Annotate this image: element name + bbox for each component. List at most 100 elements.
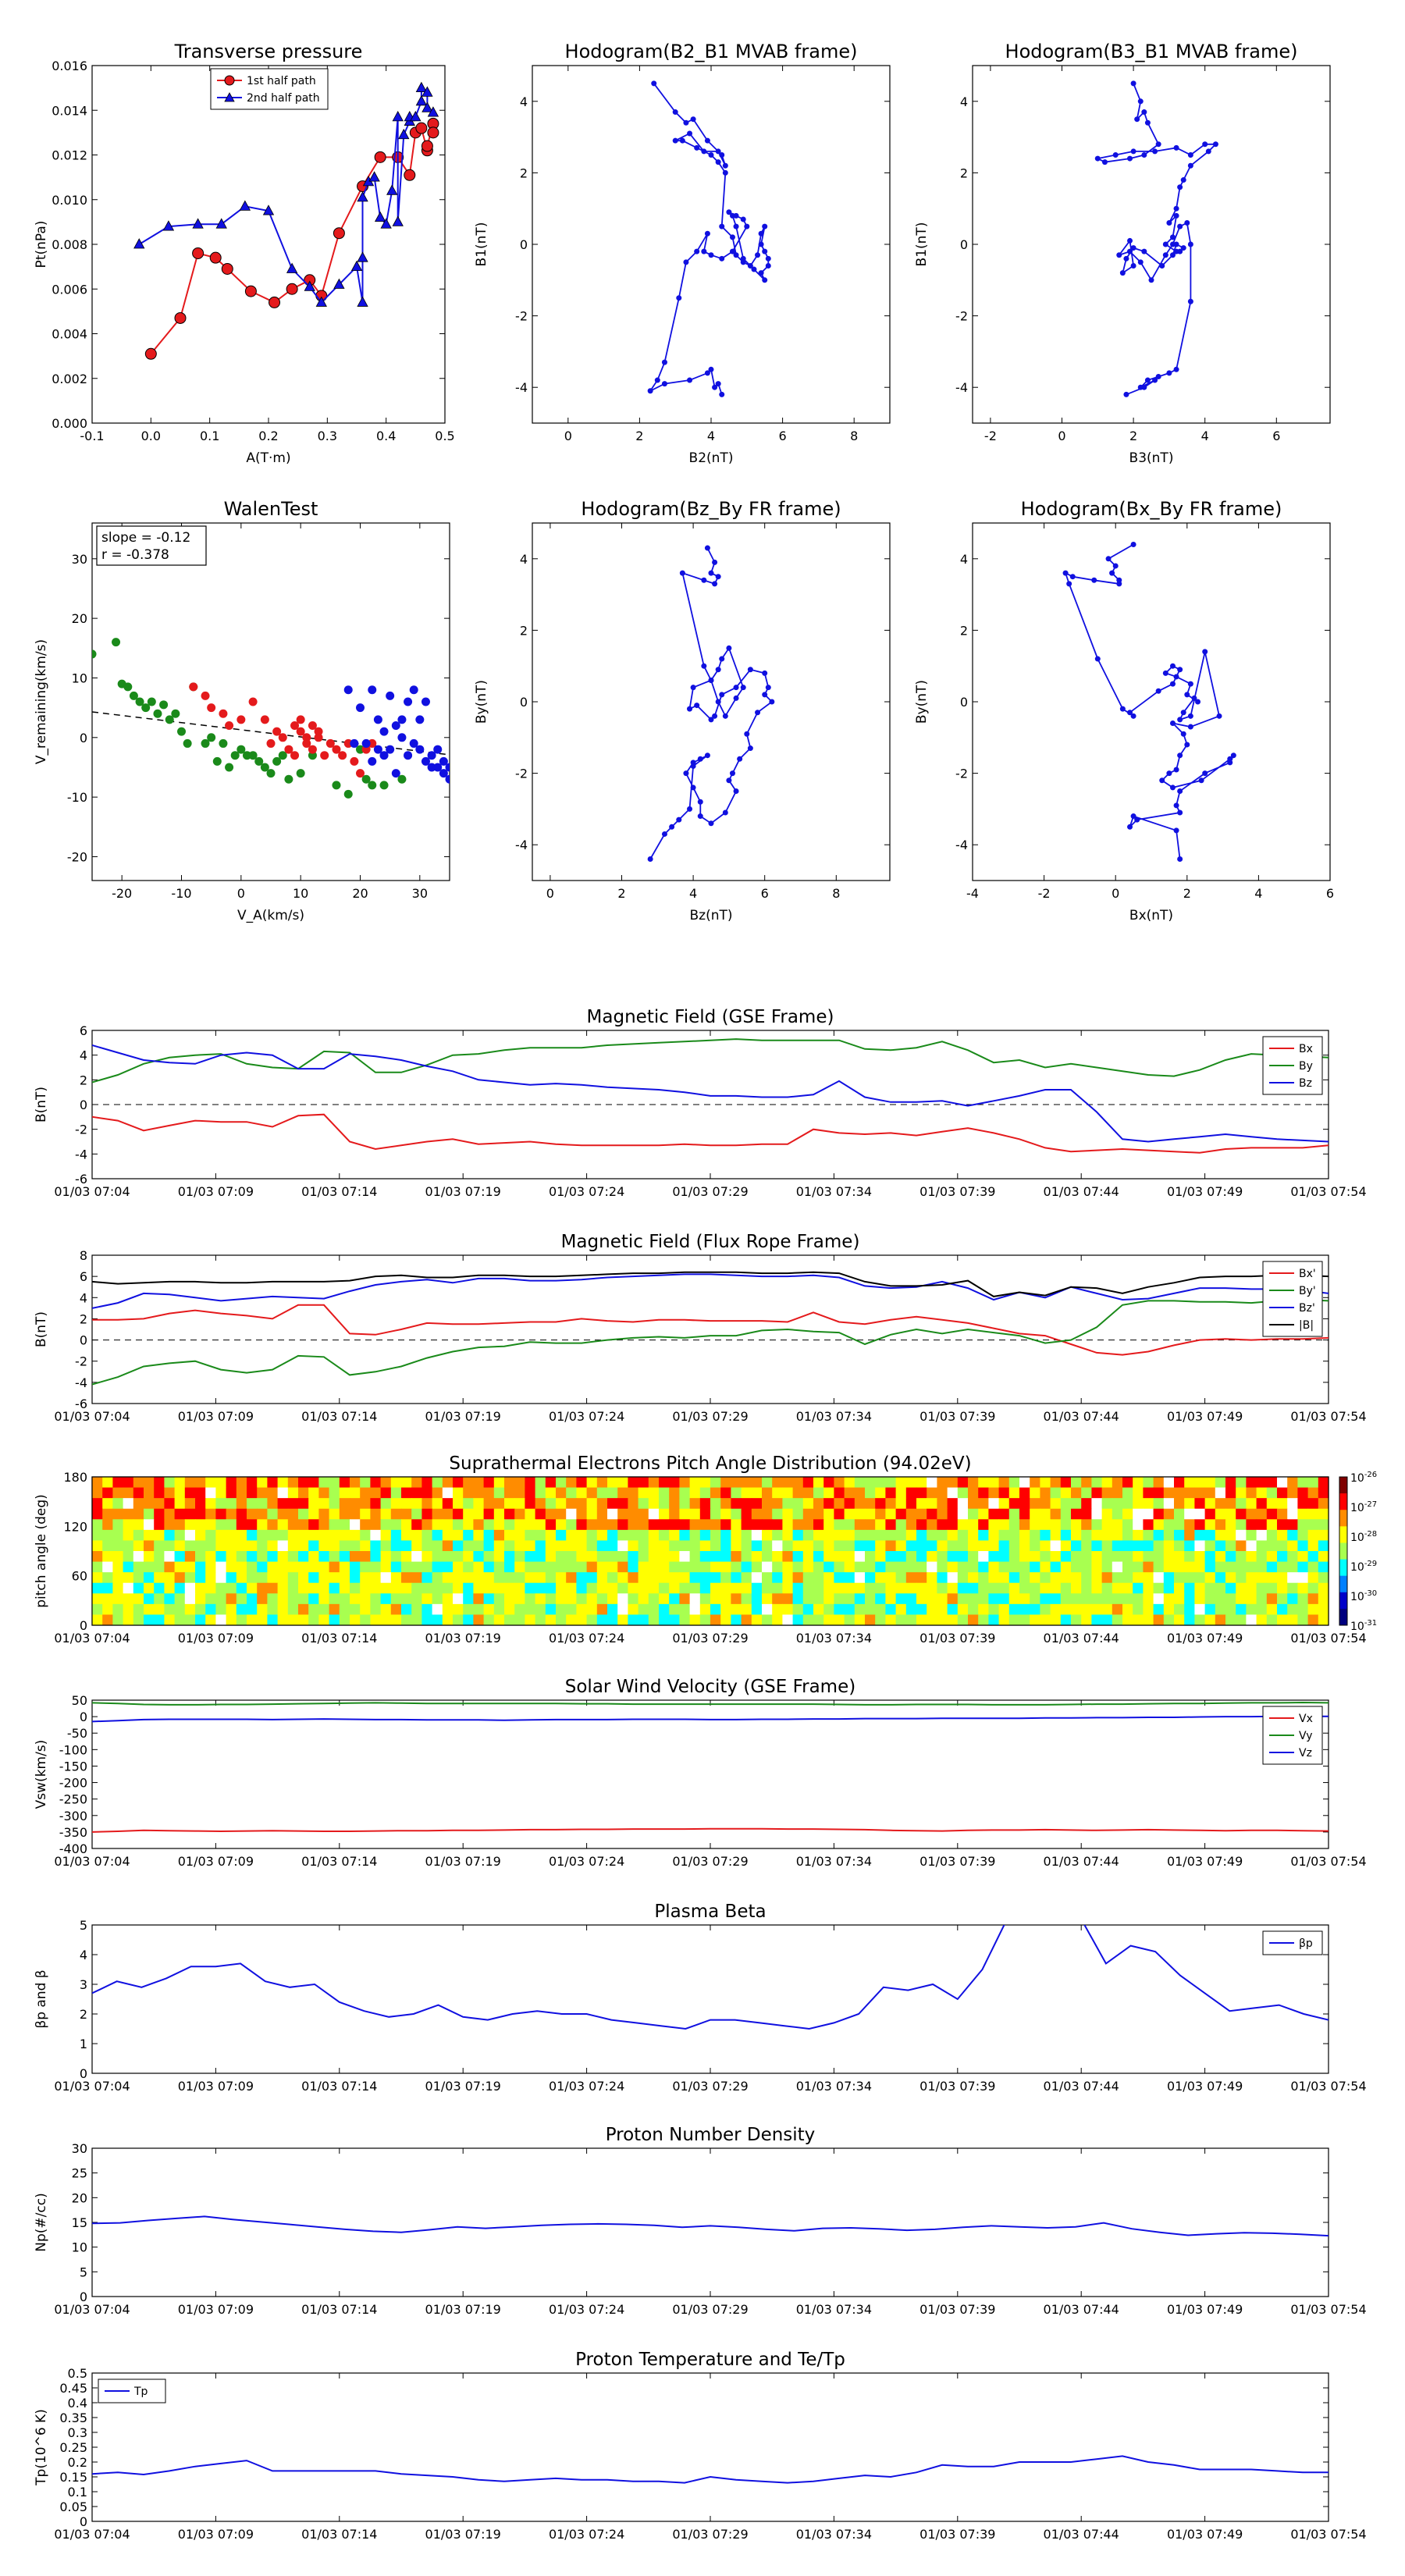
pad-cell (689, 1519, 701, 1531)
pad-cell (731, 1572, 742, 1584)
pad-cell (998, 1540, 1010, 1552)
pad-cell (1194, 1477, 1206, 1489)
pad-cell (525, 1477, 536, 1489)
pad-cell (751, 1603, 763, 1615)
pad-cell (154, 1477, 165, 1489)
pad-cell (731, 1540, 742, 1552)
series-line (92, 1827, 1329, 1833)
pad-cell (669, 1551, 680, 1563)
pad-cell (875, 1582, 886, 1594)
pad-cell (390, 1487, 402, 1499)
data-point (733, 223, 739, 229)
pad-cell (586, 1593, 598, 1605)
pad-cell (298, 1561, 309, 1573)
series-line (92, 1715, 1329, 1723)
scatter-point (302, 733, 311, 742)
pad-cell (720, 1593, 731, 1605)
pad-cell (1318, 1593, 1329, 1605)
pad-cell (442, 1487, 454, 1499)
pad-cell (669, 1593, 680, 1605)
pad-cell (988, 1540, 1000, 1552)
data-point (740, 216, 746, 222)
data-point (1155, 373, 1161, 379)
pad-cell (1060, 1540, 1072, 1552)
data-point (1062, 570, 1069, 576)
series-line (92, 1271, 1329, 1297)
pad-cell (823, 1487, 834, 1499)
pad-cell (762, 1487, 773, 1499)
pad-cell (1008, 1593, 1020, 1605)
data-point (1187, 241, 1193, 247)
pad-cell (1143, 1508, 1154, 1520)
pad-cell (607, 1572, 618, 1584)
pad-cell (566, 1582, 577, 1594)
pad-cell (751, 1551, 763, 1563)
pad-cell (257, 1603, 268, 1615)
x-tick-label: 01/03 07:54 (1290, 2079, 1366, 2094)
pad-cell (916, 1508, 927, 1520)
pad-cell (112, 1561, 124, 1573)
pad-cell (370, 1498, 382, 1510)
pad-cell (813, 1487, 824, 1499)
pad-cell (493, 1582, 505, 1594)
pad-cell (247, 1487, 258, 1499)
pad-cell (556, 1508, 567, 1520)
pad-cell (483, 1508, 495, 1520)
pad-cell (102, 1498, 113, 1510)
pad-cell (298, 1551, 309, 1563)
pad-cell (1133, 1582, 1144, 1594)
pad-cell (1215, 1529, 1226, 1541)
pad-cell (1101, 1572, 1113, 1584)
pad-cell (1050, 1540, 1062, 1552)
colorbar-tick-exponent: -30 (1364, 1589, 1377, 1598)
pad-cell (1050, 1529, 1062, 1541)
pad-cell (360, 1614, 371, 1625)
pad-cell (174, 1487, 186, 1499)
x-tick-label: 01/03 07:24 (549, 2079, 624, 2094)
pad-cell (184, 1487, 196, 1499)
pad-cell (710, 1477, 721, 1489)
pad-cell (720, 1477, 731, 1489)
scatter-point (207, 733, 216, 742)
x-tick-label: 01/03 07:49 (1167, 2527, 1243, 2542)
data-point (1180, 177, 1186, 183)
pad-cell (164, 1582, 176, 1594)
pad-cell (710, 1519, 721, 1531)
pad-cell (226, 1508, 237, 1520)
pad-cell (277, 1540, 289, 1552)
pad-cell (545, 1561, 557, 1573)
pad-cell (236, 1593, 247, 1605)
pad-cell (1122, 1593, 1133, 1605)
pad-cell (689, 1540, 701, 1552)
pad-cell (648, 1508, 660, 1520)
x-tick-label: 01/03 07:24 (549, 1854, 624, 1869)
pad-cell (978, 1477, 989, 1489)
pad-cell (277, 1529, 289, 1541)
pad-cell (380, 1572, 392, 1584)
series-line (92, 1038, 1329, 1083)
data-point (380, 218, 392, 229)
pad-cell (195, 1508, 206, 1520)
scatter-point (421, 756, 430, 766)
series-line (1064, 543, 1235, 859)
pad-cell (596, 1540, 608, 1552)
pad-cell (1163, 1561, 1175, 1573)
data-point (1127, 824, 1133, 830)
pad-cell (823, 1582, 834, 1594)
pad-cell (1256, 1572, 1268, 1584)
pad-cell (1030, 1477, 1040, 1489)
data-point (762, 670, 768, 676)
pad-cell (1112, 1582, 1123, 1594)
y-axis-label: Tp(10^6 K) (34, 2409, 49, 2486)
pad-cell (937, 1572, 948, 1584)
legend: Tp (98, 2379, 166, 2403)
x-tick-label: 2 (1129, 429, 1137, 443)
scatter-point (254, 756, 264, 766)
pad-cell (473, 1582, 485, 1594)
pad-cell (483, 1551, 495, 1563)
y-tick-label: 4 (80, 1048, 87, 1063)
scatter-point (386, 691, 395, 700)
pad-cell (576, 1477, 588, 1489)
pad-cell (329, 1529, 340, 1541)
